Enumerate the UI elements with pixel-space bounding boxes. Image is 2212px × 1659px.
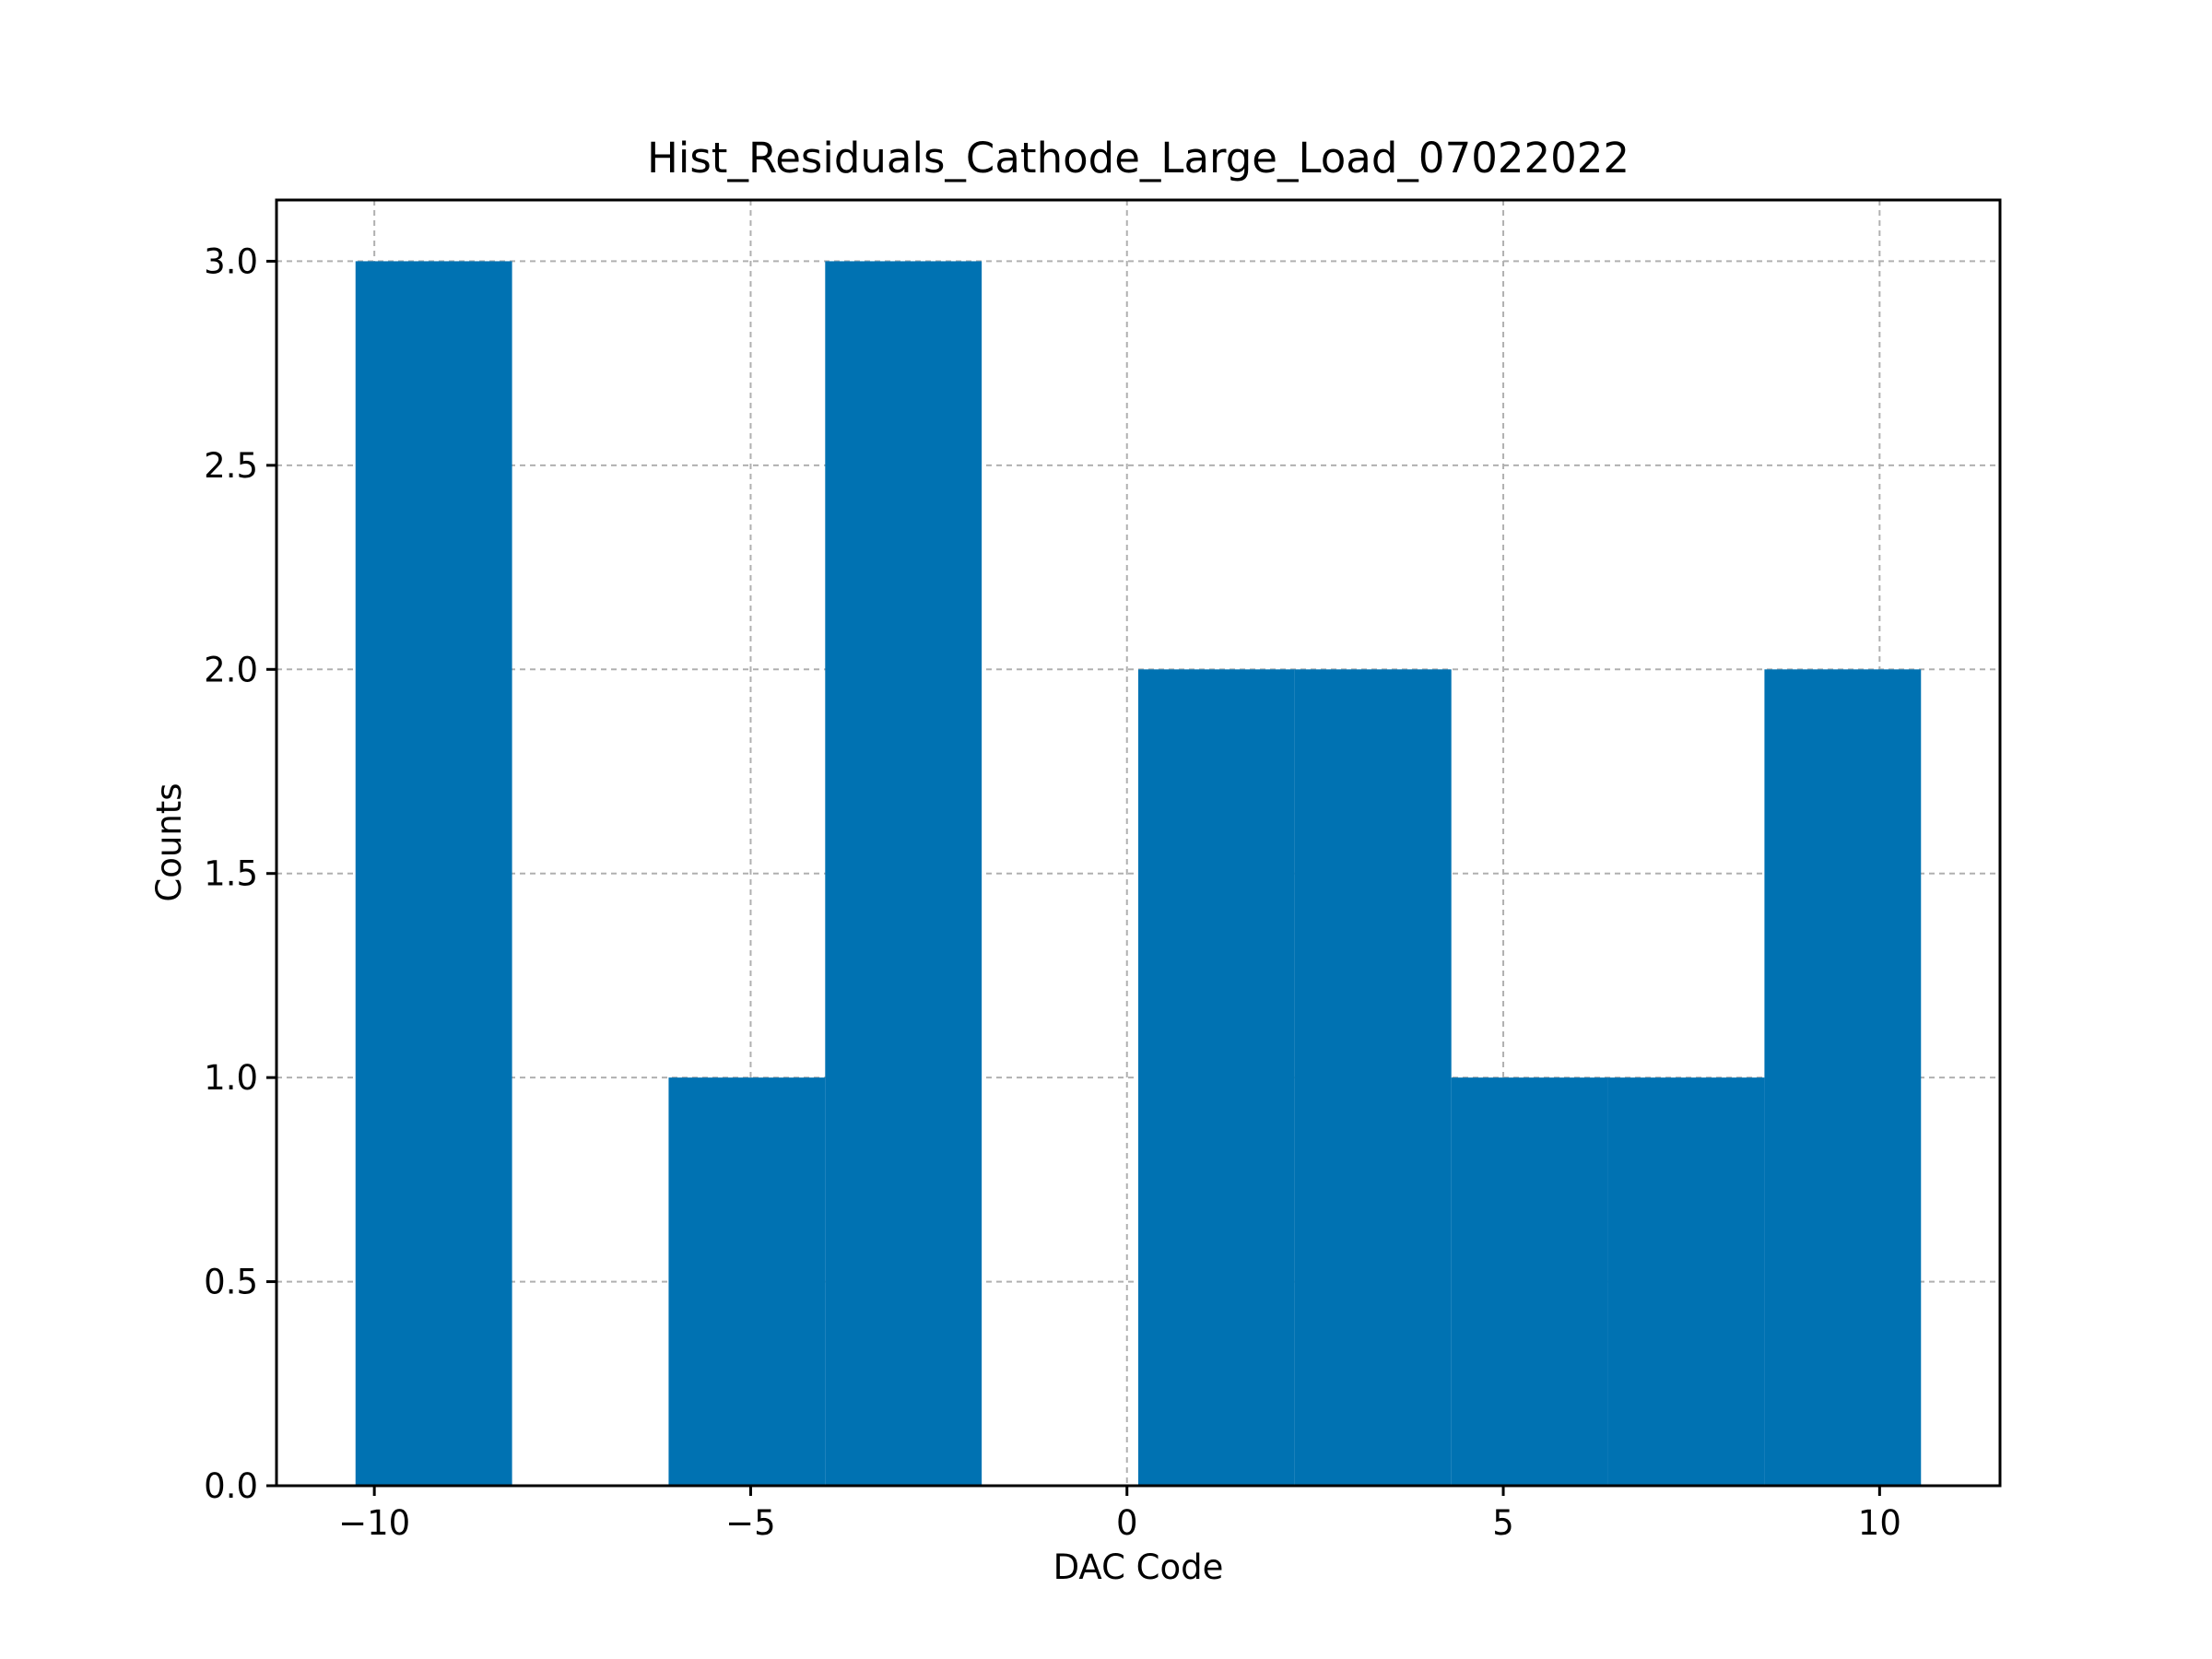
histogram-bar (355, 261, 512, 1486)
y-tick-label: 3.0 (204, 241, 258, 281)
y-tick-label: 2.5 (204, 446, 258, 486)
histogram-bar (825, 261, 982, 1486)
histogram-bar (668, 1077, 826, 1486)
x-tick-label: −5 (725, 1503, 776, 1543)
histogram-bar (1294, 669, 1452, 1486)
histogram-bars (355, 261, 1922, 1486)
y-tick-label: 1.5 (204, 854, 258, 894)
histogram-bar (1451, 1077, 1608, 1486)
x-tick-label: 10 (1858, 1503, 1901, 1543)
plot-frame (275, 198, 2002, 1488)
axis-ticks: −10 −5 0 5 10 0.0 0.5 1.0 1.5 2.0 2.5 3.0 (204, 241, 1901, 1543)
x-axis-label: DAC Code (1053, 1547, 1224, 1587)
x-tick-label: 5 (1492, 1503, 1514, 1543)
x-tick-label: −10 (338, 1503, 410, 1543)
histogram-bar (1764, 669, 1922, 1486)
y-axis-label: Counts (149, 782, 189, 901)
histogram-bar (1138, 669, 1295, 1486)
y-tick-label: 0.5 (204, 1263, 258, 1302)
y-tick-label: 0.0 (204, 1466, 258, 1506)
y-tick-label: 2.0 (204, 650, 258, 689)
chart-title: Hist_Residuals_Cathode_Large_Load_070220… (647, 134, 1630, 182)
histogram-bar (1607, 1077, 1765, 1486)
x-tick-label: 0 (1116, 1503, 1138, 1543)
y-tick-label: 1.0 (204, 1058, 258, 1098)
